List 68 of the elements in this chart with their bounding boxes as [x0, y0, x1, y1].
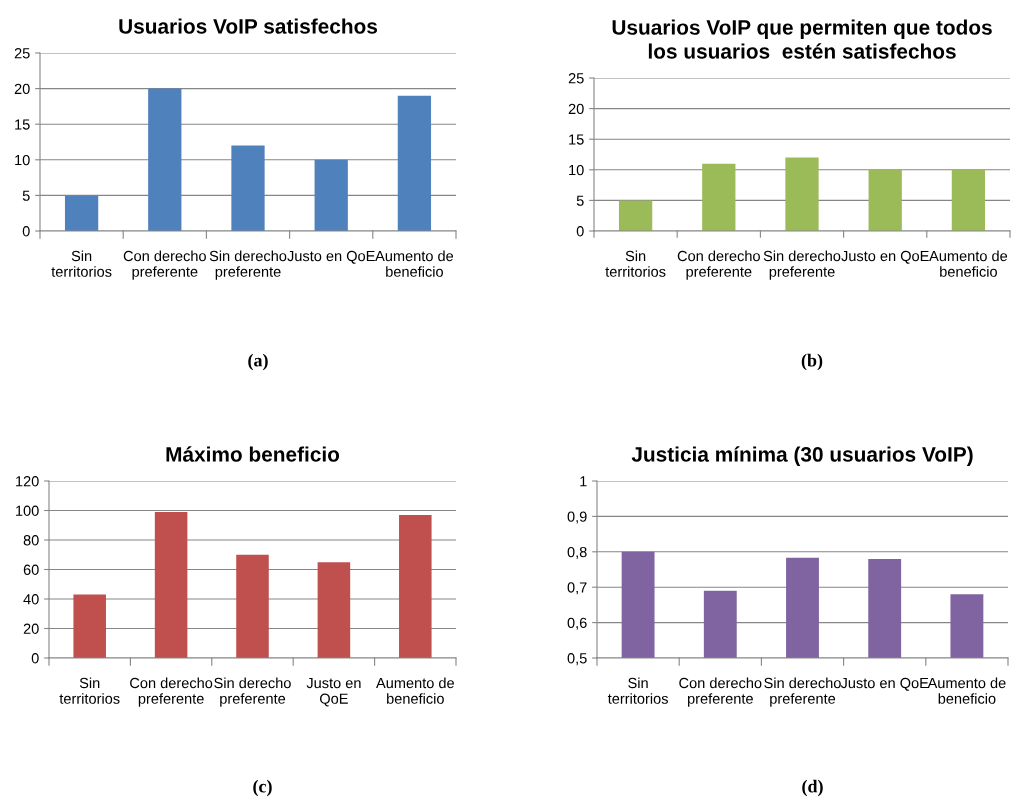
x-tick-label: Aumento de beneficio	[375, 250, 454, 277]
y-tick-label: 20	[23, 623, 39, 634]
bar	[64, 195, 99, 231]
bar	[397, 95, 432, 231]
bar	[702, 163, 736, 231]
bar	[317, 562, 351, 658]
chart-title: Usuarios VoIP que permiten que todos los usuarios estén satisfechos	[612, 19, 992, 59]
chart-title: Usuarios VoIP satisfechos	[119, 18, 378, 34]
y-tick-label: 10	[15, 154, 30, 166]
y-tick-label: 20	[14, 83, 30, 95]
chart-title: Máximo beneficio	[166, 446, 340, 462]
y-tick-label: 60	[23, 564, 39, 575]
x-tick-label: Con derecho preferente	[123, 250, 206, 280]
x-tick-label: Justo en QoE	[840, 677, 929, 691]
text: (d)	[802, 779, 823, 797]
x-tick-label: Aumento de beneficio	[929, 250, 1008, 277]
text: (a)	[248, 353, 268, 371]
bar	[236, 554, 269, 658]
bar	[148, 88, 182, 231]
y-tick-label: 25	[568, 73, 584, 84]
y-tick-label: 0,5	[567, 653, 587, 666]
x-tick-label: Sin territorios	[59, 677, 120, 704]
x-tick-label: Justo en QoE	[306, 677, 361, 707]
chart-title: Justicia mínima (30 usuarios VoIP)	[631, 446, 973, 466]
y-tick-label: 40	[23, 594, 39, 605]
bar	[785, 157, 819, 231]
y-tick-label: 5	[22, 190, 30, 201]
text: (c)	[253, 779, 272, 797]
y-tick-label: 0,7	[567, 582, 587, 595]
x-tick-label: Con derecho preferente	[677, 250, 760, 280]
x-tick-label: Aumento de beneficio	[927, 677, 1006, 704]
x-tick-label: Sin derecho preferente	[764, 677, 841, 707]
y-tick-label: 0	[22, 226, 30, 237]
y-tick-label: 10	[569, 164, 584, 176]
y-tick-label: 120	[16, 476, 39, 487]
y-tick-label: 0	[576, 226, 584, 237]
x-tick-label: Sin territorios	[605, 250, 666, 277]
bar	[154, 511, 188, 658]
x-tick-label: Con derecho preferente	[130, 677, 213, 707]
y-tick-label: 80	[23, 535, 39, 546]
y-tick-label: 25	[14, 48, 30, 59]
text: (b)	[801, 353, 823, 371]
bar	[231, 145, 265, 231]
x-tick-label: Aumento de beneficio	[376, 677, 454, 704]
y-tick-label: 0,6	[567, 617, 587, 630]
y-tick-label: 100	[16, 505, 39, 516]
bar	[73, 594, 106, 658]
y-tick-label: 5	[576, 195, 584, 206]
y-tick-label: 1	[580, 476, 587, 487]
x-tick-label: Con derecho preferente	[679, 677, 762, 707]
y-tick-label: 15	[15, 119, 30, 130]
bar	[399, 514, 432, 658]
x-tick-label: Justo en QoE	[287, 250, 375, 264]
bar	[951, 169, 986, 231]
y-tick-label: 0,8	[567, 546, 587, 559]
bar	[868, 169, 902, 231]
x-tick-label: Sin territorios	[607, 677, 668, 704]
y-tick-label: 20	[568, 103, 584, 115]
x-tick-label: Sin territorios	[51, 250, 112, 277]
bar	[618, 200, 653, 231]
x-tick-label: Sin derecho preferente	[209, 250, 287, 280]
x-tick-label: Justo en QoE	[841, 250, 929, 264]
x-tick-label: Sin derecho preferente	[214, 677, 291, 707]
y-tick-label: 0,9	[567, 511, 587, 524]
y-tick-label: 15	[569, 134, 584, 145]
x-tick-label: Sin derecho preferente	[763, 250, 841, 280]
bar	[314, 159, 348, 231]
y-tick-label: 0	[31, 653, 39, 664]
